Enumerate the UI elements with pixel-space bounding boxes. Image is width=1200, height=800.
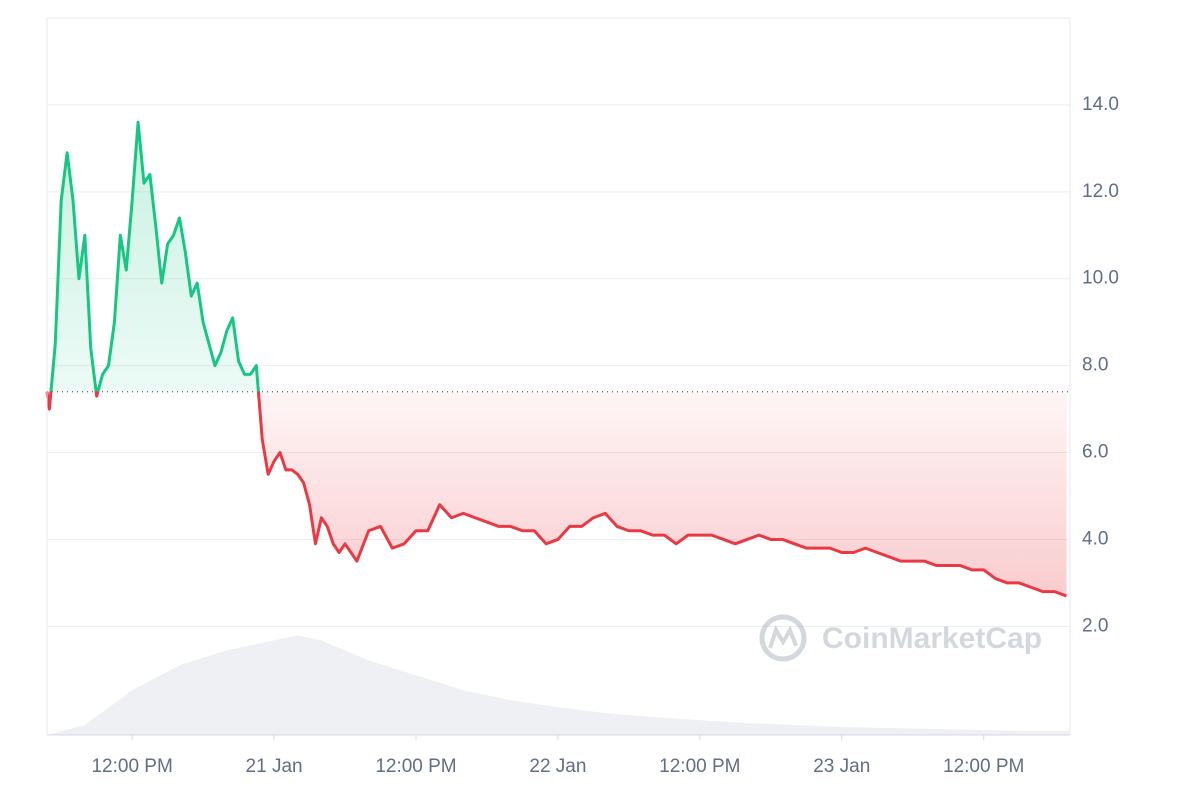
x-tick-label: 21 Jan <box>246 756 303 777</box>
watermark-text: CoinMarketCap <box>822 622 1042 655</box>
y-tick-label: 10.0 <box>1082 268 1119 289</box>
watermark-logo <box>759 614 807 662</box>
x-tick-label: 12:00 PM <box>659 756 740 777</box>
x-tick-label: 12:00 PM <box>375 756 456 777</box>
price-line <box>45 120 1067 598</box>
watermark: CoinMarketCap <box>759 614 1042 662</box>
x-tick-label: 12:00 PM <box>943 756 1024 777</box>
y-tick-label: 2.0 <box>1082 615 1108 636</box>
y-tick-label: 6.0 <box>1082 442 1108 463</box>
y-tick-label: 8.0 <box>1082 355 1108 376</box>
x-tick-label: 23 Jan <box>813 756 870 777</box>
y-tick-label: 12.0 <box>1082 181 1119 202</box>
x-tick-label: 12:00 PM <box>91 756 172 777</box>
volume-layer <box>47 635 1070 735</box>
volume-area <box>47 635 1070 735</box>
plot-layer <box>45 120 1070 598</box>
price-area <box>47 122 1067 596</box>
y-tick-label: 4.0 <box>1082 528 1108 549</box>
x-tick-label: 22 Jan <box>529 756 586 777</box>
y-tick-label: 14.0 <box>1082 94 1119 115</box>
watermark-logo-mark <box>768 625 798 649</box>
